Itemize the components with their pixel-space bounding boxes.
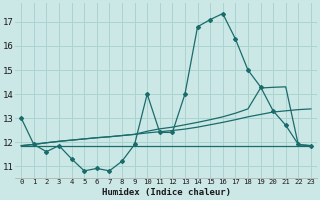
X-axis label: Humidex (Indice chaleur): Humidex (Indice chaleur) [101,188,231,197]
